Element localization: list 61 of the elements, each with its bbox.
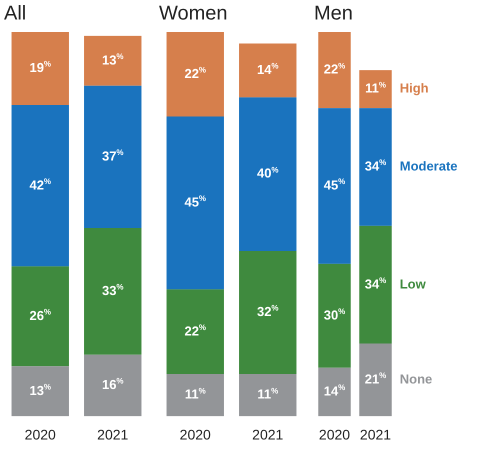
data-label: 45%: [324, 177, 346, 193]
series-label: High: [400, 80, 429, 96]
bar: [84, 354, 142, 416]
bar: [239, 374, 296, 416]
data-label: 11%: [365, 80, 386, 96]
x-tick-label: 2021: [97, 426, 129, 442]
bar: [239, 44, 296, 98]
bar: [12, 266, 69, 366]
x-tick-label: 2020: [180, 426, 212, 442]
data-label: 14%: [324, 383, 346, 399]
data-label: 40%: [256, 165, 279, 181]
series-label: Moderate: [400, 158, 458, 174]
data-label: 11%: [184, 386, 206, 402]
x-tick-label: 2021: [360, 426, 392, 442]
bar: [84, 228, 142, 355]
data-label: 32%: [256, 304, 279, 320]
bar: [318, 368, 351, 416]
chart-title: Men: [314, 2, 353, 25]
bar: [166, 374, 224, 416]
bar: [359, 70, 392, 108]
data-label: 16%: [102, 376, 124, 392]
data-label: 22%: [184, 65, 206, 81]
data-label: 19%: [29, 60, 52, 76]
series-label: Low: [400, 276, 427, 292]
data-label: 30%: [324, 307, 346, 322]
data-label: 37%: [102, 148, 124, 164]
bar: [166, 116, 224, 290]
chart-title: Women: [159, 2, 228, 25]
bar: [84, 36, 142, 86]
bar: [359, 226, 392, 344]
x-tick-label: 2020: [24, 426, 56, 442]
x-tick-label: 2021: [252, 426, 284, 442]
bar: [318, 108, 351, 264]
data-label: 45%: [184, 194, 206, 210]
bar: [359, 108, 392, 226]
data-label: 13%: [102, 52, 124, 68]
bar: [359, 344, 392, 416]
data-label: 22%: [184, 322, 206, 338]
data-label: 14%: [256, 62, 279, 77]
chart-title: All: [4, 2, 26, 25]
data-label: 11%: [257, 386, 278, 402]
bar: [12, 105, 69, 266]
data-label: 42%: [29, 176, 52, 192]
data-label: 34%: [364, 158, 386, 174]
data-label: 26%: [29, 308, 52, 323]
x-tick-label: 2020: [318, 426, 350, 442]
bar: [166, 289, 224, 374]
data-label: 13%: [29, 382, 52, 398]
bar: [166, 32, 224, 117]
bar: [318, 264, 351, 368]
data-label: 34%: [364, 276, 386, 292]
bar: [239, 97, 296, 251]
series-label: None: [400, 371, 432, 386]
bar: [12, 32, 69, 105]
data-label: 33%: [102, 282, 124, 298]
bar: [239, 250, 296, 374]
data-label: 22%: [324, 61, 346, 77]
data-label: 21%: [364, 371, 386, 386]
bar: [84, 86, 142, 228]
bar: [12, 366, 69, 416]
bar: [318, 32, 351, 108]
